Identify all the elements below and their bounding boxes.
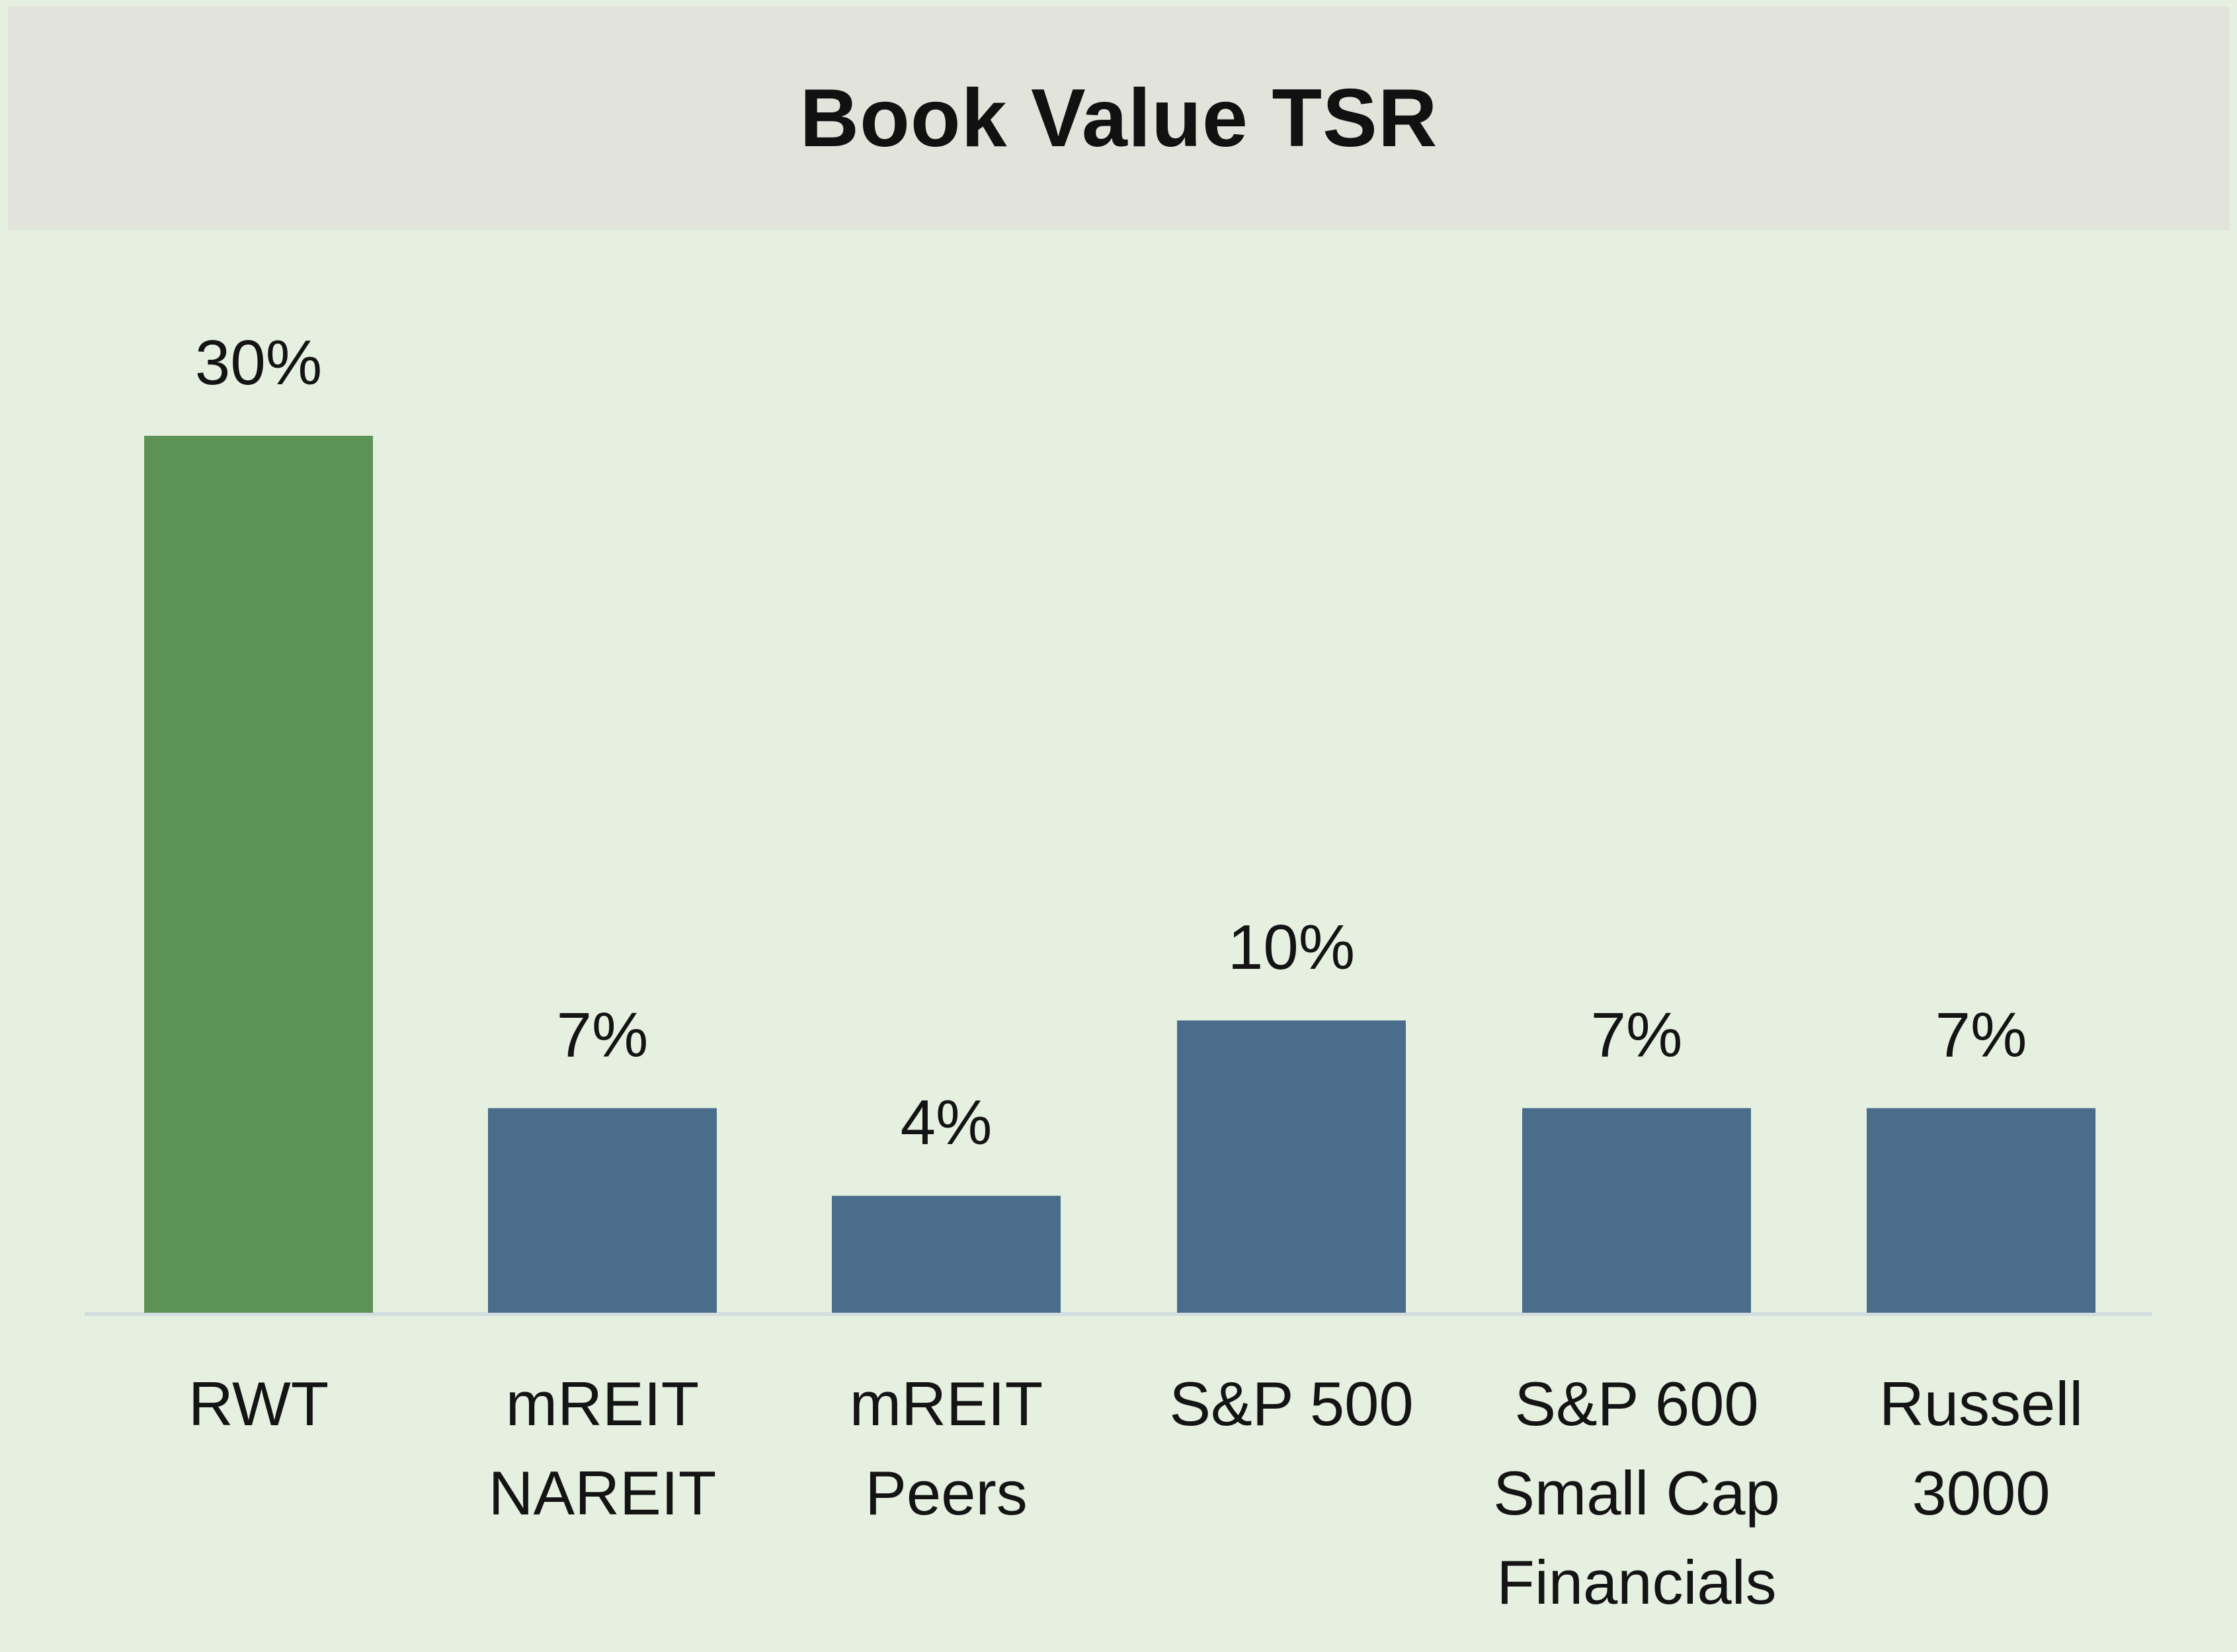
chart-title: Book Value TSR (799, 73, 1438, 164)
bar-2 (832, 1196, 1061, 1313)
title-bar: Book Value TSR (8, 7, 2230, 230)
category-label-5-line-0: Russell (1879, 1369, 2083, 1438)
value-label-2: 4% (901, 1087, 993, 1158)
bar-4 (1522, 1108, 1751, 1313)
category-label-2-line-0: mREIT (850, 1369, 1043, 1438)
category-label-4-line-1: Small Cap (1493, 1458, 1780, 1528)
category-label-1-line-1: NAREIT (489, 1458, 717, 1528)
bar-0 (144, 436, 373, 1313)
category-label-4-line-2: Financials (1496, 1548, 1776, 1617)
value-label-5: 7% (1935, 1000, 2027, 1071)
category-label-3-line-0: S&P 500 (1169, 1369, 1413, 1438)
value-label-1: 7% (557, 1000, 649, 1071)
category-label-2-line-1: Peers (865, 1458, 1028, 1528)
category-label-1-line-0: mREIT (506, 1369, 699, 1438)
value-label-0: 30% (195, 327, 322, 398)
category-label-0-line-0: RWT (188, 1369, 329, 1438)
category-label-5-line-1: 3000 (1912, 1458, 2050, 1528)
value-label-3: 10% (1228, 912, 1355, 983)
bar-1 (488, 1108, 717, 1313)
bar-5 (1867, 1108, 2095, 1313)
value-label-4: 7% (1591, 1000, 1683, 1071)
category-label-4-line-0: S&P 600 (1514, 1369, 1758, 1438)
bar-3 (1177, 1020, 1406, 1313)
